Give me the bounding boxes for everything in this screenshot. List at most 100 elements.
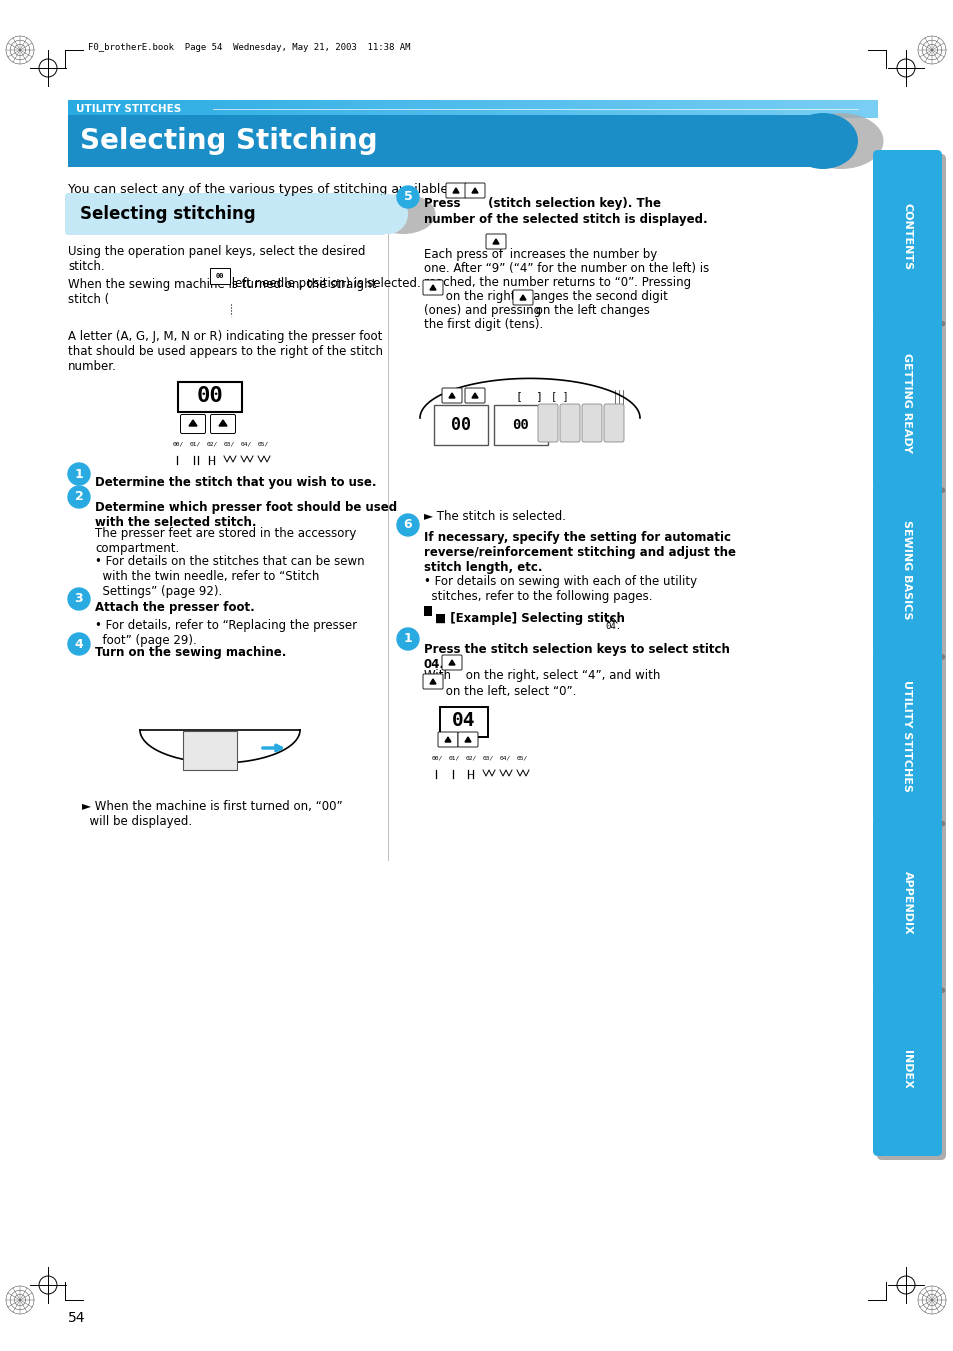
Text: 05/: 05/ (517, 757, 528, 761)
Text: F0_brotherE.book  Page 54  Wednesday, May 21, 2003  11:38 AM: F0_brotherE.book Page 54 Wednesday, May … (88, 43, 410, 51)
FancyBboxPatch shape (437, 732, 457, 747)
Bar (812, 100, 821, 118)
FancyBboxPatch shape (872, 816, 941, 989)
Bar (570, 100, 578, 118)
Text: Selecting Stitching: Selecting Stitching (80, 127, 377, 155)
Bar (594, 100, 602, 118)
FancyBboxPatch shape (439, 707, 488, 738)
Text: 00/: 00/ (432, 757, 443, 761)
Bar (165, 100, 173, 118)
Polygon shape (464, 738, 471, 742)
Bar (271, 100, 279, 118)
Text: on the left, select “0”.: on the left, select “0”. (441, 685, 576, 698)
Bar (423, 607, 432, 616)
FancyBboxPatch shape (494, 405, 547, 444)
Text: 05/: 05/ (257, 442, 269, 447)
Text: 03/: 03/ (224, 442, 235, 447)
Text: Determine which presser foot should be used
with the selected stitch.: Determine which presser foot should be u… (95, 501, 396, 530)
Bar (635, 100, 643, 118)
Bar (278, 100, 287, 118)
Text: SEWING BASICS: SEWING BASICS (902, 520, 911, 619)
FancyBboxPatch shape (559, 404, 579, 442)
Bar (206, 100, 214, 118)
Circle shape (68, 486, 90, 508)
Text: 03/: 03/ (482, 757, 494, 761)
Text: 00: 00 (512, 417, 529, 432)
FancyBboxPatch shape (872, 650, 941, 823)
Circle shape (68, 634, 90, 655)
Text: on the right changes the second digit: on the right changes the second digit (441, 290, 667, 303)
Bar (505, 100, 514, 118)
Bar (222, 100, 231, 118)
Text: 04/: 04/ (499, 757, 511, 761)
Bar (230, 100, 238, 118)
Text: • For details on the stitches that can be sewn
  with the twin needle, refer to : • For details on the stitches that can b… (95, 555, 364, 598)
Bar (788, 100, 797, 118)
FancyBboxPatch shape (457, 732, 477, 747)
Bar (537, 100, 546, 118)
Polygon shape (472, 188, 477, 193)
FancyBboxPatch shape (872, 316, 941, 489)
Text: 04: 04 (452, 711, 476, 730)
Bar (780, 100, 788, 118)
Text: (stitch selection key). The: (stitch selection key). The (483, 197, 660, 209)
Bar (375, 100, 384, 118)
Bar (545, 100, 554, 118)
Bar (197, 100, 206, 118)
Text: • For details on sewing with each of the utility
  stitches, refer to the follow: • For details on sewing with each of the… (423, 576, 697, 603)
Bar (659, 100, 667, 118)
Bar (651, 100, 659, 118)
Text: 54: 54 (68, 1310, 86, 1325)
Bar (125, 100, 133, 118)
Bar (732, 100, 740, 118)
Text: INDEX: INDEX (902, 1050, 911, 1089)
Text: Press the stitch selection keys to select stitch
04.: Press the stitch selection keys to selec… (423, 643, 729, 671)
Text: UTILITY STITCHES: UTILITY STITCHES (902, 681, 911, 792)
Text: 1: 1 (403, 632, 412, 646)
FancyBboxPatch shape (422, 674, 442, 689)
Text: 4: 4 (74, 638, 83, 650)
Bar (440, 100, 449, 118)
FancyBboxPatch shape (537, 404, 558, 442)
Ellipse shape (798, 113, 882, 169)
FancyBboxPatch shape (178, 382, 242, 412)
Bar (700, 100, 708, 118)
Polygon shape (453, 188, 458, 193)
Text: one. After “9” (“4” for the number on the left) is: one. After “9” (“4” for the number on th… (423, 262, 708, 276)
Polygon shape (449, 393, 455, 399)
Bar (100, 100, 109, 118)
Bar (287, 100, 295, 118)
FancyBboxPatch shape (65, 193, 386, 235)
Bar (92, 100, 101, 118)
FancyBboxPatch shape (485, 234, 505, 249)
Text: Press: Press (423, 197, 464, 209)
Text: reached, the number returns to “0”. Pressing: reached, the number returns to “0”. Pres… (423, 276, 690, 289)
Bar (246, 100, 254, 118)
Bar (473, 100, 481, 118)
Bar (480, 100, 489, 118)
FancyBboxPatch shape (581, 404, 601, 442)
Polygon shape (493, 239, 498, 245)
FancyBboxPatch shape (441, 388, 461, 403)
Bar (448, 100, 456, 118)
Bar (716, 100, 724, 118)
FancyBboxPatch shape (872, 484, 941, 657)
FancyBboxPatch shape (446, 182, 465, 199)
FancyBboxPatch shape (180, 415, 205, 434)
Text: [  ]: [ ] (516, 390, 543, 401)
Bar (432, 100, 440, 118)
Text: 00/: 00/ (172, 442, 184, 447)
Bar (837, 100, 845, 118)
Text: increases the number by: increases the number by (505, 249, 657, 261)
FancyBboxPatch shape (441, 655, 461, 670)
Bar (311, 100, 319, 118)
Bar (76, 100, 85, 118)
Text: 02/: 02/ (207, 442, 218, 447)
Bar (521, 100, 530, 118)
Bar (763, 100, 772, 118)
Text: • For details, refer to “Replacing the presser
  foot” (page 29).: • For details, refer to “Replacing the p… (95, 619, 356, 647)
Bar (416, 100, 424, 118)
Ellipse shape (368, 195, 408, 234)
Ellipse shape (370, 195, 435, 234)
Bar (318, 100, 328, 118)
